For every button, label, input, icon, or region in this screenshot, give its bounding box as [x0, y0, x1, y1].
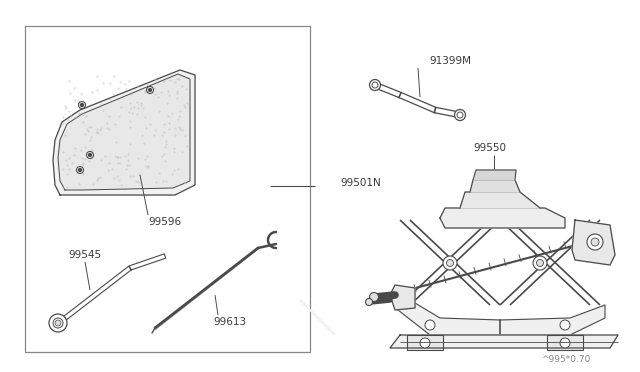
Polygon shape: [398, 300, 500, 335]
Circle shape: [447, 260, 454, 266]
Circle shape: [420, 338, 430, 348]
Polygon shape: [399, 93, 436, 112]
Polygon shape: [470, 180, 520, 192]
Text: 99596: 99596: [148, 217, 182, 227]
Polygon shape: [460, 192, 540, 208]
Circle shape: [49, 314, 67, 332]
Circle shape: [148, 89, 152, 92]
Bar: [547, 335, 583, 350]
Circle shape: [587, 234, 603, 250]
Circle shape: [560, 338, 570, 348]
Circle shape: [457, 112, 463, 118]
Polygon shape: [390, 285, 415, 310]
Circle shape: [560, 320, 570, 330]
Text: 99501N: 99501N: [340, 178, 381, 188]
Circle shape: [88, 154, 92, 157]
Circle shape: [53, 318, 63, 328]
Circle shape: [79, 169, 81, 171]
Circle shape: [55, 320, 61, 326]
Polygon shape: [129, 254, 166, 270]
Polygon shape: [53, 70, 195, 195]
Text: ^995*0.70: ^995*0.70: [541, 356, 590, 365]
Text: 99550: 99550: [474, 143, 506, 153]
Circle shape: [372, 82, 378, 88]
Circle shape: [454, 109, 465, 121]
Text: 91399M: 91399M: [429, 56, 471, 66]
Polygon shape: [300, 300, 335, 335]
Circle shape: [79, 102, 86, 109]
Circle shape: [365, 298, 372, 305]
Polygon shape: [374, 83, 401, 97]
Text: 99613: 99613: [213, 317, 246, 327]
Circle shape: [425, 320, 435, 330]
Polygon shape: [398, 300, 500, 335]
Polygon shape: [473, 170, 516, 180]
Bar: [407, 335, 443, 350]
Circle shape: [81, 103, 83, 106]
Polygon shape: [59, 266, 131, 324]
Circle shape: [536, 260, 543, 266]
Circle shape: [369, 292, 378, 301]
Circle shape: [591, 238, 599, 246]
Circle shape: [533, 256, 547, 270]
Polygon shape: [500, 305, 605, 335]
Polygon shape: [58, 74, 190, 190]
Circle shape: [77, 167, 83, 173]
Circle shape: [369, 80, 381, 90]
Circle shape: [86, 151, 93, 158]
Bar: [25, 26, 310, 352]
Circle shape: [147, 87, 154, 93]
Polygon shape: [390, 335, 618, 348]
Text: 99545: 99545: [68, 250, 101, 260]
Circle shape: [443, 256, 457, 270]
Polygon shape: [572, 220, 615, 265]
Polygon shape: [435, 107, 461, 118]
Polygon shape: [440, 208, 565, 228]
